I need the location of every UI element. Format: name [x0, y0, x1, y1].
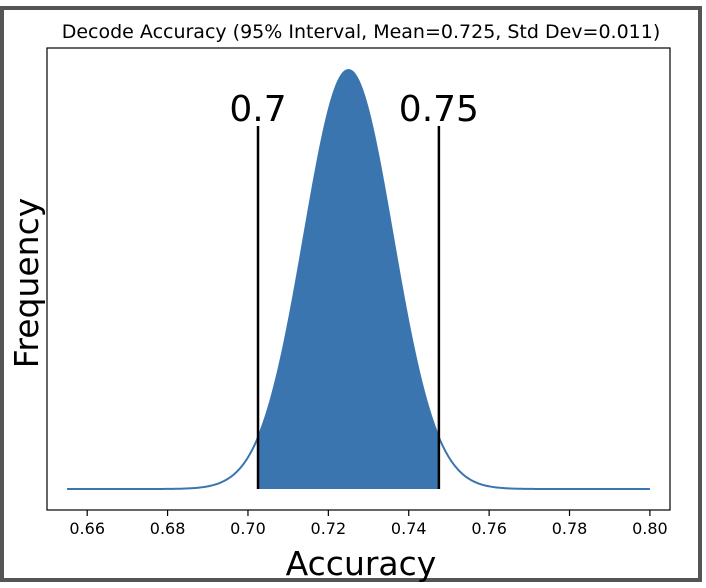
x-tick-label-1: 0.68 — [150, 519, 186, 538]
y-axis-label: Frequency — [7, 198, 46, 368]
interval-fill — [258, 70, 439, 489]
x-tick-label-5: 0.76 — [471, 519, 507, 538]
interval-fill-layer — [258, 70, 439, 489]
outer-border — [0, 6, 702, 582]
x-tick-label-4: 0.74 — [391, 519, 427, 538]
marker-layer: 0.7 0.75 — [229, 89, 479, 489]
plot-area — [46, 47, 671, 511]
density-curve — [67, 68, 650, 490]
x-tick-layer: 0.66 0.68 0.70 0.72 0.74 0.76 0.78 0.80 — [69, 510, 668, 538]
x-axis-label: Accuracy — [286, 544, 437, 583]
chart-title: Decode Accuracy (95% Interval, Mean=0.72… — [62, 21, 661, 43]
x-tick-label-7: 0.80 — [632, 519, 668, 538]
curve-layer — [67, 68, 650, 490]
x-tick-label-6: 0.78 — [552, 519, 588, 538]
marker-label-1: 0.75 — [399, 89, 479, 130]
marker-label-0: 0.7 — [229, 89, 286, 130]
x-tick-label-3: 0.72 — [311, 519, 347, 538]
x-tick-label-0: 0.66 — [69, 519, 105, 538]
x-tick-label-2: 0.70 — [230, 519, 266, 538]
